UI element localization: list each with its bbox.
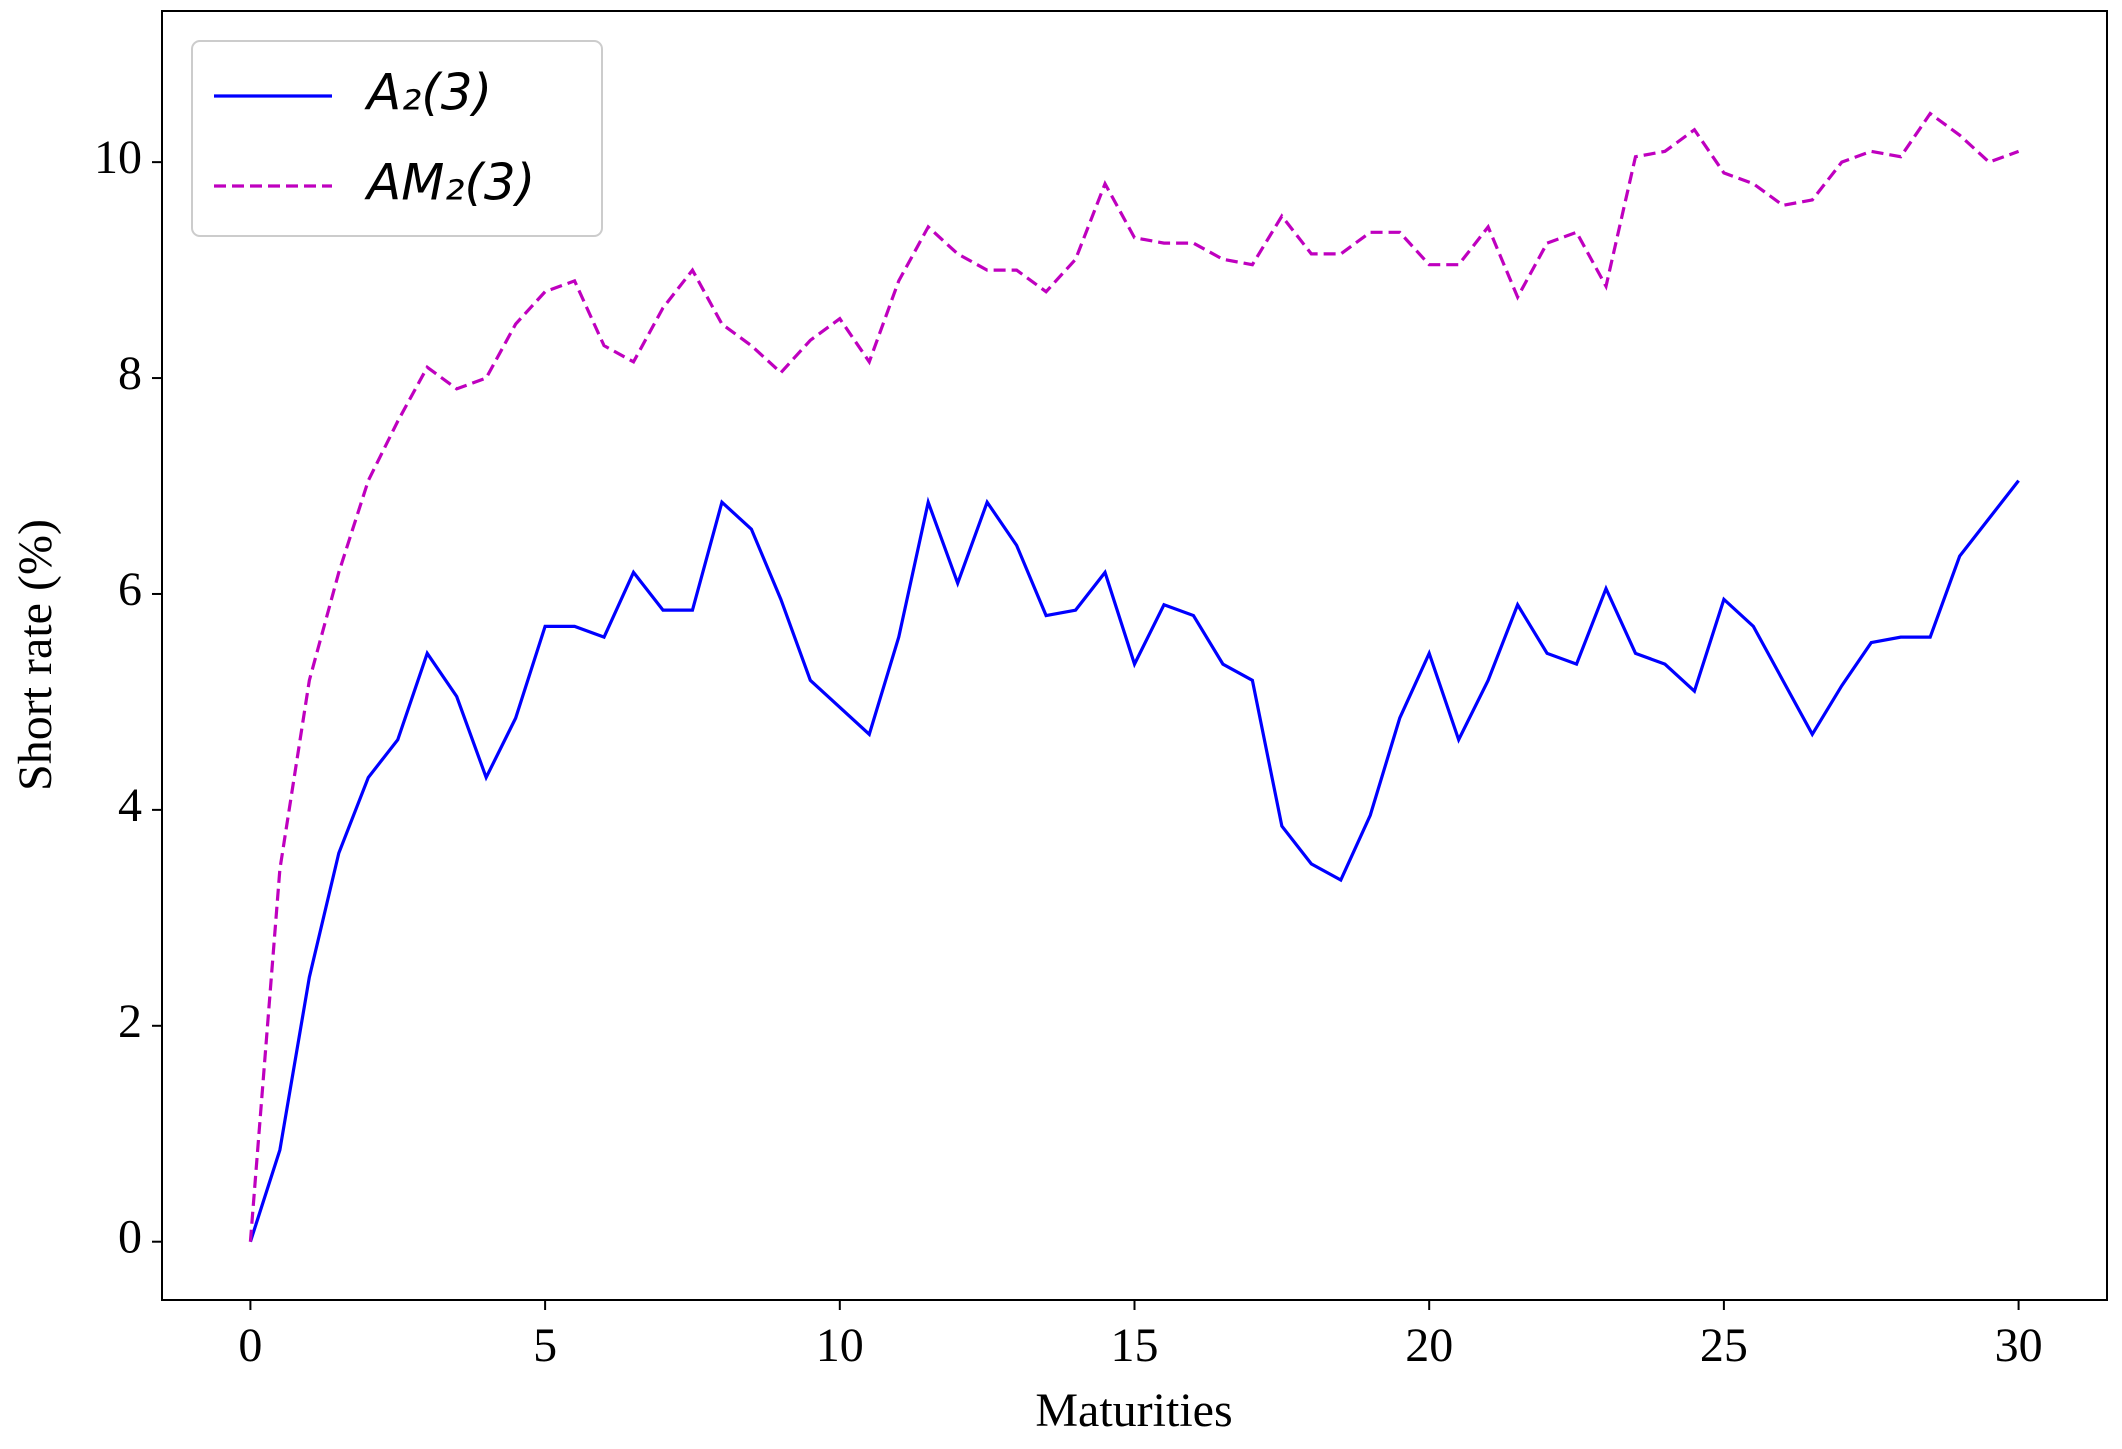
x-tick-label: 15 <box>1111 1319 1159 1372</box>
y-axis-label: Short rate (%) <box>9 519 62 791</box>
series-line <box>248 479 2020 1243</box>
x-tick-label: 10 <box>816 1319 864 1372</box>
series-line <box>248 111 2020 1242</box>
y-tick-label: 2 <box>118 995 142 1048</box>
x-tick-label: 0 <box>238 1319 262 1372</box>
x-tick-label: 5 <box>533 1319 557 1372</box>
x-tick-label: 25 <box>1700 1319 1748 1372</box>
x-axis-label: Maturities <box>1035 1384 1232 1437</box>
legend-label: A₂(3) <box>364 64 492 122</box>
y-tick-label: 10 <box>94 131 142 184</box>
y-tick-label: 0 <box>118 1211 142 1264</box>
x-tick-label: 20 <box>1405 1319 1453 1372</box>
y-tick-label: 6 <box>118 563 142 616</box>
y-tick-label: 4 <box>118 779 142 832</box>
y-tick-label: 8 <box>118 347 142 400</box>
x-tick-label: 30 <box>1995 1319 2043 1372</box>
legend-label: AM₂(3) <box>364 154 535 212</box>
